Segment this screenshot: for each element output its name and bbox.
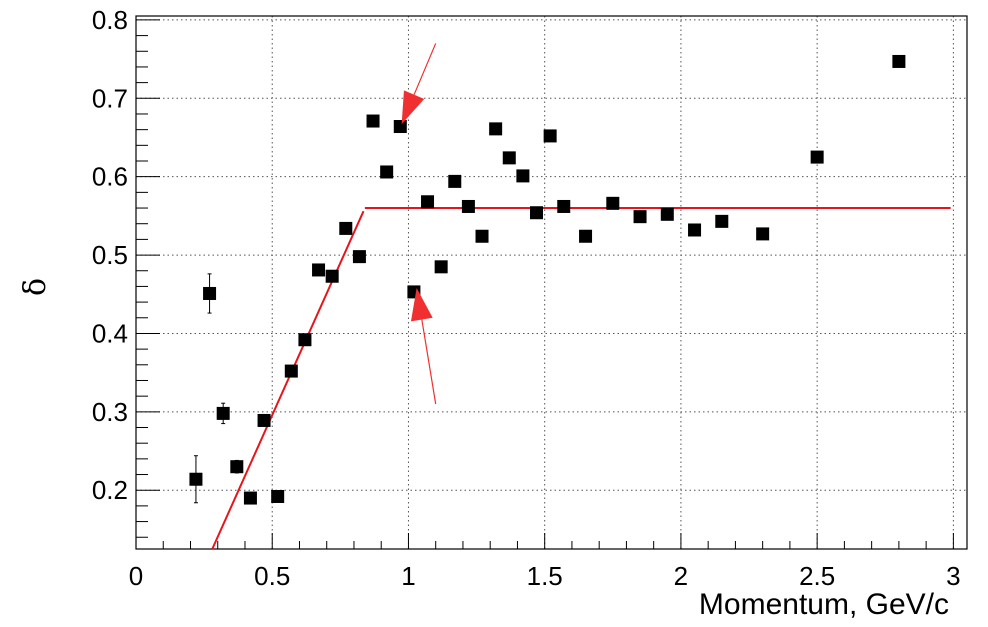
x-tick-label: 2 xyxy=(674,561,688,591)
annotation-arrows xyxy=(401,43,437,405)
data-point xyxy=(230,460,244,474)
arrow-shaft xyxy=(413,43,437,95)
data-point xyxy=(271,489,285,503)
data-point xyxy=(810,150,824,164)
data-point xyxy=(516,169,530,183)
data-point xyxy=(298,333,312,347)
data-point xyxy=(393,120,407,134)
data-point xyxy=(475,229,489,243)
y-tick-label: 0.3 xyxy=(92,397,128,427)
fit-line xyxy=(211,210,365,550)
x-tick-label: 1.5 xyxy=(527,561,563,591)
tick-labels: 0 0.5 1 1.5 2 2.5 3 0.2 0.3 0.4 0.5 0.6 0.7 0.8 xyxy=(92,5,961,591)
data-point xyxy=(366,114,380,128)
data-point xyxy=(257,413,271,427)
data-point xyxy=(325,269,339,283)
data-point xyxy=(284,364,298,378)
y-tick-label: 0.7 xyxy=(92,83,128,113)
arrow-head xyxy=(410,287,433,322)
data-point xyxy=(352,250,366,264)
data-point xyxy=(579,229,593,243)
data-point xyxy=(203,286,217,300)
data-point xyxy=(633,210,647,224)
data-point xyxy=(434,260,448,274)
y-tick-label: 0.5 xyxy=(92,240,128,270)
x-tick-label: 0.5 xyxy=(254,561,290,591)
data-point xyxy=(688,223,702,237)
data-point xyxy=(461,199,475,213)
data-point xyxy=(892,54,906,68)
data-point xyxy=(312,263,326,277)
arrow-shaft xyxy=(421,319,437,405)
grid xyxy=(136,16,967,549)
data-point xyxy=(489,122,503,136)
data-point xyxy=(715,214,729,228)
data-point xyxy=(448,174,462,188)
y-tick-label: 0.4 xyxy=(92,318,128,348)
x-tick-label: 0 xyxy=(129,561,143,591)
x-tick-label: 2.5 xyxy=(799,561,835,591)
data-point xyxy=(189,472,203,486)
data-point xyxy=(660,207,674,221)
data-point xyxy=(502,151,516,165)
y-tick-label: 0.2 xyxy=(92,475,128,505)
arrow-head xyxy=(401,90,425,125)
data-point xyxy=(243,491,257,505)
data-point xyxy=(421,195,435,209)
data-point xyxy=(339,221,353,235)
y-tick-label: 0.6 xyxy=(92,162,128,192)
axis-ticks xyxy=(135,19,954,549)
data-point xyxy=(606,196,620,210)
x-tick-label: 3 xyxy=(946,561,960,591)
y-axis-title: δ xyxy=(18,278,53,296)
data-point xyxy=(530,206,544,220)
data-point xyxy=(543,129,557,143)
plot-frame xyxy=(135,15,968,550)
data-point xyxy=(380,165,394,179)
x-axis-title: Momentum, GeV/c xyxy=(699,588,949,621)
data-point xyxy=(756,227,770,241)
x-tick-label: 1 xyxy=(401,561,415,591)
axes-frame xyxy=(135,15,968,550)
fit-lines xyxy=(211,207,951,550)
data-point xyxy=(557,199,571,213)
y-tick-label: 0.8 xyxy=(92,5,128,35)
data-points xyxy=(189,54,906,505)
data-point xyxy=(216,406,230,420)
